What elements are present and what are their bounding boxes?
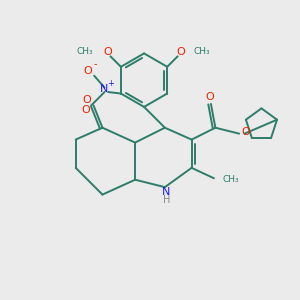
- Text: CH₃: CH₃: [222, 175, 239, 184]
- Text: O: O: [84, 66, 93, 76]
- Text: N: N: [100, 84, 108, 94]
- Text: +: +: [108, 79, 115, 88]
- Text: O: O: [205, 92, 214, 102]
- Text: CH₃: CH₃: [76, 47, 93, 56]
- Text: H: H: [163, 195, 170, 205]
- Text: O: O: [82, 95, 91, 105]
- Text: O: O: [241, 127, 250, 137]
- Text: -: -: [94, 59, 98, 69]
- Text: O: O: [103, 47, 112, 57]
- Text: O: O: [81, 105, 90, 115]
- Text: O: O: [176, 47, 185, 57]
- Text: CH₃: CH₃: [194, 47, 211, 56]
- Text: N: N: [162, 187, 170, 196]
